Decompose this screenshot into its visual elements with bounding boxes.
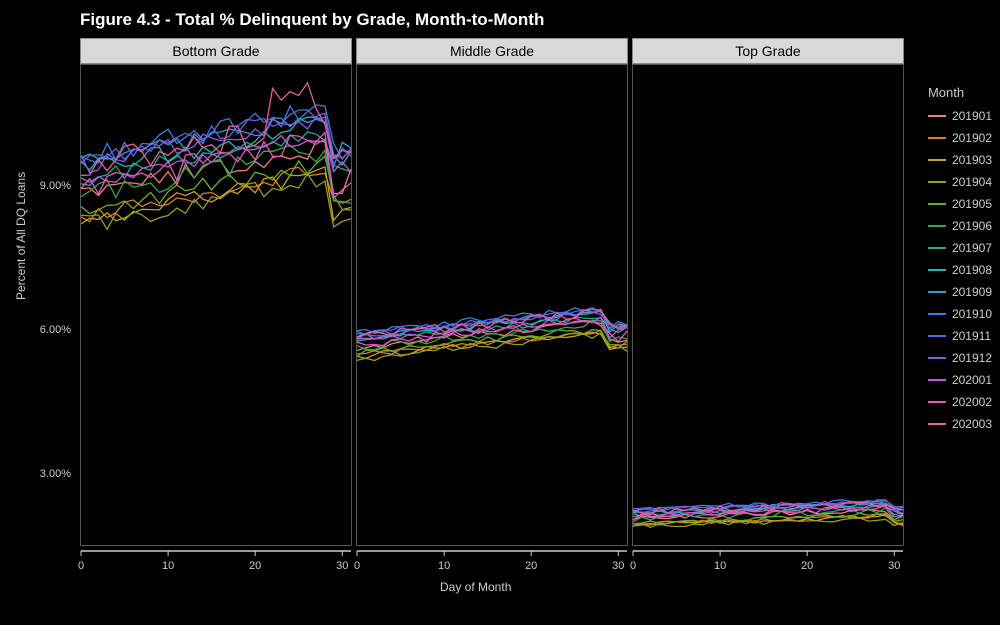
svg-text:20: 20 xyxy=(525,560,537,572)
legend-label: 201910 xyxy=(952,307,992,321)
legend-swatch xyxy=(928,115,946,117)
legend-label: 201903 xyxy=(952,153,992,167)
legend-item: 201907 xyxy=(928,238,992,258)
legend-swatch xyxy=(928,401,946,403)
legend-label: 201911 xyxy=(952,329,991,343)
series-line xyxy=(81,167,351,221)
legend-item: 201910 xyxy=(928,304,992,324)
legend-item: 201903 xyxy=(928,150,992,170)
legend-item: 201911 xyxy=(928,326,992,346)
legend-swatch xyxy=(928,357,946,359)
series-line xyxy=(81,113,351,173)
legend-swatch xyxy=(928,291,946,293)
legend-swatch xyxy=(928,203,946,205)
legend-label: 201901 xyxy=(952,109,992,123)
legend-item: 202001 xyxy=(928,370,992,390)
legend-label: 202001 xyxy=(952,373,992,387)
svg-text:9.00%: 9.00% xyxy=(40,180,71,192)
series-line xyxy=(81,174,351,230)
legend-label: 201912 xyxy=(952,351,992,365)
legend-swatch xyxy=(928,379,946,381)
chart-panel: 0102030 xyxy=(356,64,628,546)
svg-text:10: 10 xyxy=(714,560,726,572)
svg-text:3.00%: 3.00% xyxy=(40,468,71,480)
legend-item: 202003 xyxy=(928,414,992,434)
legend-items: 201901 201902 201903 201904 201905 201906 2019… xyxy=(928,106,992,434)
legend: Month 2019012019022019032019042019052019… xyxy=(928,85,992,436)
legend-item: 201906 xyxy=(928,216,992,236)
legend-label: 201907 xyxy=(952,241,992,255)
legend-swatch xyxy=(928,137,946,139)
legend-title: Month xyxy=(928,85,992,100)
svg-text:30: 30 xyxy=(336,560,348,572)
legend-label: 201905 xyxy=(952,197,992,211)
legend-swatch xyxy=(928,335,946,337)
svg-text:6.00%: 6.00% xyxy=(40,324,71,336)
facet-header: Top Grade xyxy=(632,38,904,64)
series-line xyxy=(357,333,627,361)
legend-swatch xyxy=(928,225,946,227)
legend-label: 201904 xyxy=(952,175,992,189)
facet-header: Middle Grade xyxy=(356,38,628,64)
svg-text:0: 0 xyxy=(630,560,636,572)
legend-label: 202003 xyxy=(952,417,992,431)
faceted-line-chart: Figure 4.3 - Total % Delinquent by Grade… xyxy=(0,0,1000,625)
svg-text:30: 30 xyxy=(888,560,900,572)
y-axis-label: Percent of All DQ Loans xyxy=(14,172,28,300)
svg-text:10: 10 xyxy=(162,560,174,572)
legend-swatch xyxy=(928,423,946,425)
legend-item: 201909 xyxy=(928,282,992,302)
legend-swatch xyxy=(928,159,946,161)
legend-item: 202002 xyxy=(928,392,992,412)
legend-swatch xyxy=(928,181,946,183)
legend-item: 201905 xyxy=(928,194,992,214)
svg-text:30: 30 xyxy=(612,560,624,572)
legend-item: 201908 xyxy=(928,260,992,280)
facet-header: Bottom Grade xyxy=(80,38,352,64)
legend-label: 202002 xyxy=(952,395,992,409)
svg-text:20: 20 xyxy=(801,560,813,572)
legend-label: 201909 xyxy=(952,285,992,299)
legend-label: 201902 xyxy=(952,131,992,145)
svg-text:0: 0 xyxy=(78,560,84,572)
legend-swatch xyxy=(928,313,946,315)
chart-title: Figure 4.3 - Total % Delinquent by Grade… xyxy=(80,10,544,30)
legend-swatch xyxy=(928,247,946,249)
legend-swatch xyxy=(928,269,946,271)
legend-item: 201912 xyxy=(928,348,992,368)
chart-panel: 0102030 xyxy=(632,64,904,546)
legend-item: 201904 xyxy=(928,172,992,192)
svg-text:0: 0 xyxy=(354,560,360,572)
chart-panel: 01020303.00%6.00%9.00% xyxy=(80,64,352,546)
legend-item: 201901 xyxy=(928,106,992,126)
legend-label: 201908 xyxy=(952,263,992,277)
svg-text:10: 10 xyxy=(438,560,450,572)
legend-item: 201902 xyxy=(928,128,992,148)
legend-label: 201906 xyxy=(952,219,992,233)
svg-text:20: 20 xyxy=(249,560,261,572)
